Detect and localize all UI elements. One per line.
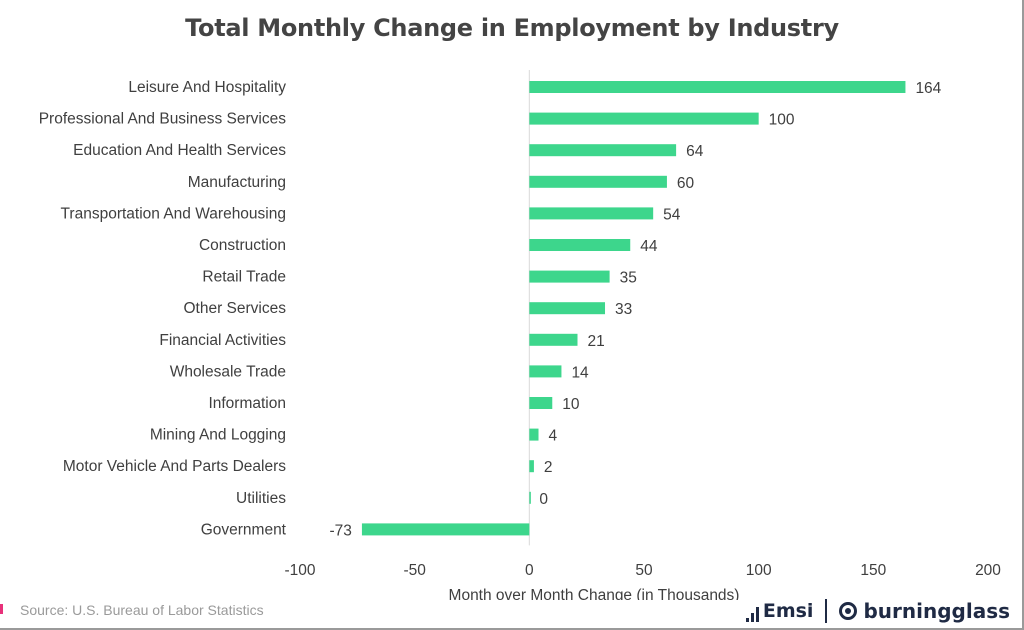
burningglass-logo-text: burningglass <box>863 599 1010 623</box>
burningglass-icon <box>839 602 858 620</box>
category-label: Wholesale Trade <box>170 363 286 380</box>
bar <box>529 144 677 157</box>
bar <box>529 365 562 378</box>
bar-chart: Leisure And Hospitality 164 Professional A… <box>39 70 1001 600</box>
logo-separator <box>825 599 828 623</box>
bar <box>529 112 759 125</box>
data-label: 100 <box>769 112 795 129</box>
x-tick-label: 0 <box>525 562 534 579</box>
bar <box>529 428 539 441</box>
data-label: 2 <box>544 459 553 476</box>
footer-logos: Emsi burningglass <box>745 599 1010 623</box>
data-label: 0 <box>539 491 548 508</box>
category-label: Information <box>208 395 286 412</box>
data-label: -73 <box>330 522 352 539</box>
category-label: Leisure And Hospitality <box>128 79 286 96</box>
data-label: 44 <box>640 238 658 255</box>
category-label: Education And Health Services <box>73 142 286 159</box>
category-label: Government <box>201 521 287 538</box>
data-label: 33 <box>615 301 632 318</box>
data-label: 21 <box>587 333 604 350</box>
bar <box>529 397 553 409</box>
x-tick-label: -100 <box>284 562 315 579</box>
bar <box>529 302 606 315</box>
burningglass-logo: burningglass <box>839 599 1010 623</box>
x-tick-label: 200 <box>975 562 1001 579</box>
chart-title: Total Monthly Change in Employment by In… <box>185 14 839 42</box>
category-label: Manufacturing <box>188 174 286 191</box>
bar <box>529 81 906 93</box>
bar <box>529 207 654 220</box>
category-label: Motor Vehicle And Parts Dealers <box>63 458 286 475</box>
category-label: Construction <box>199 237 286 254</box>
emsi-logo-text: Emsi <box>762 600 814 622</box>
x-tick-label: 150 <box>860 562 886 579</box>
bar <box>529 270 610 283</box>
data-label: 4 <box>549 428 558 445</box>
bar <box>529 333 578 346</box>
emsi-logo: Emsi <box>745 600 814 622</box>
bar <box>361 523 530 536</box>
data-label: 14 <box>571 364 589 381</box>
category-label: Retail Trade <box>202 269 286 286</box>
data-label: 54 <box>663 206 681 223</box>
data-label: 35 <box>620 270 637 287</box>
data-label: 10 <box>562 396 580 413</box>
category-label: Transportation And Warehousing <box>61 205 286 222</box>
bar <box>529 460 534 473</box>
accent-mark <box>0 604 3 614</box>
x-tick-label: -50 <box>403 562 426 579</box>
category-label: Mining And Logging <box>150 427 286 444</box>
category-label: Professional And Business Services <box>39 111 287 128</box>
bar <box>529 175 667 188</box>
category-label: Financial Activities <box>159 332 286 349</box>
source-note: Source: U.S. Bureau of Labor Statistics <box>20 602 264 618</box>
category-label: Utilities <box>236 490 286 507</box>
data-label: 164 <box>915 80 941 97</box>
x-tick-label: 100 <box>746 562 772 579</box>
data-label: 64 <box>686 143 704 160</box>
x-axis-title: Month over Month Change (in Thousands) <box>449 587 740 600</box>
data-label: 60 <box>677 175 695 192</box>
emsi-bars-icon <box>745 606 759 622</box>
bar <box>529 239 631 251</box>
bar <box>529 491 531 504</box>
category-label: Other Services <box>183 300 286 317</box>
x-tick-label: 50 <box>635 562 653 579</box>
